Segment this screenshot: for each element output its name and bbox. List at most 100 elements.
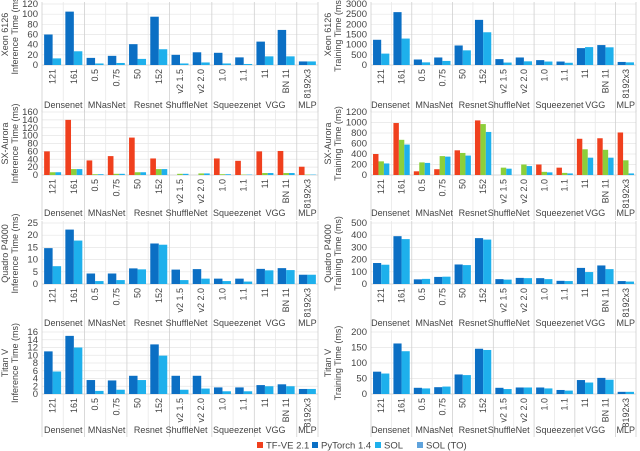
group-label: Squeezenet [213, 425, 262, 435]
bar-sol-to--2 [424, 162, 431, 175]
y-tick-label: 50 [356, 374, 367, 385]
group-label: Squeezenet [213, 100, 262, 110]
x-tick-label: 152 [154, 398, 164, 413]
bar-sol-6 [503, 279, 512, 284]
x-tick-label: v2 2.0 [196, 179, 206, 204]
group-label: Densenet [371, 100, 410, 110]
x-tick-label: 0.5 [90, 179, 100, 192]
x-tick-label: 50 [133, 179, 143, 189]
bar-pytorch-1-4-4 [454, 374, 463, 394]
x-tick-label: 11 [260, 288, 270, 297]
bar-sol-7 [523, 61, 533, 65]
bar-sol-11 [283, 173, 289, 175]
bar-pytorch-1-4-1 [393, 343, 402, 394]
bar-tf-ve-2-1-2 [86, 160, 93, 175]
bar-sol-2 [421, 62, 431, 65]
bar-pytorch-1-4-3 [434, 57, 443, 65]
y-tick-label: 100 [22, 9, 38, 20]
group-label: MLP [298, 425, 317, 435]
bar-sol-to--8 [225, 174, 231, 175]
group-label: VGG [266, 425, 286, 435]
legend: TF-VE 2.1 PyTorch 1.4 SOL SOL (TO) [257, 441, 467, 451]
y-axis-label: Inference Time (ms) [10, 323, 20, 403]
bar-sol-7 [198, 173, 205, 175]
x-tick-label: 1.0 [539, 398, 549, 411]
bar-sol-10 [264, 56, 274, 65]
x-tick-label: 8192x3 [621, 69, 631, 99]
bar-sol-4 [137, 269, 147, 284]
bar-pytorch-1-4-9 [556, 61, 565, 65]
group-label: ShuffleNet [488, 425, 530, 435]
bar-sol-1 [73, 51, 83, 65]
bar-sol-4 [137, 380, 147, 394]
bar-pytorch-1-4-1 [65, 11, 74, 65]
bar-pytorch-1-4-8 [536, 387, 545, 394]
bar-sol-to--3 [445, 156, 451, 175]
x-tick-label: BN 11 [281, 398, 291, 422]
x-tick-label: 11 [580, 288, 590, 297]
bar-pytorch-1-4-12 [617, 281, 626, 284]
bar-sol-2 [419, 162, 425, 175]
y-tick-label: 20 [27, 50, 38, 61]
group-label: MNasNet [415, 425, 453, 435]
bar-tf-ve-2-1-8 [213, 158, 220, 175]
bar-pytorch-1-4-12 [617, 61, 626, 65]
bar-tf-ve-2-1-5 [150, 158, 156, 175]
bar-sol-12 [625, 281, 634, 284]
x-tick-label: 121 [48, 179, 58, 194]
x-tick-label: 1.0 [539, 69, 549, 82]
x-tick-label: 0.75 [111, 288, 121, 306]
bar-sol-to--7 [526, 166, 533, 175]
y-tick-label: 100 [351, 267, 367, 278]
y-tick-label: 80 [27, 19, 38, 30]
bar-pytorch-1-4-1 [393, 236, 402, 284]
y-tick-label: 2500 [346, 9, 367, 20]
group-label: VGG [266, 208, 286, 218]
bar-sol-8 [544, 388, 553, 394]
bar-sol-3 [442, 60, 451, 65]
group-label: ShuffleNet [488, 100, 530, 110]
bar-sol-1 [401, 239, 410, 284]
bar-sol-5 [483, 32, 492, 65]
bar-tf-ve-2-1-9 [235, 160, 241, 175]
group-label: MLP [617, 318, 636, 328]
y-axis-label: SX-Aurora [323, 122, 333, 164]
x-tick-label: BN 11 [600, 179, 610, 203]
bar-sol-2 [95, 390, 104, 394]
y-tick-label: 1000 [346, 40, 367, 51]
group-label: VGG [585, 425, 605, 435]
bar-sol-to--1 [76, 169, 83, 175]
bar-sol-to--7 [204, 173, 210, 175]
x-tick-label: 121 [376, 398, 386, 413]
y-tick-label: 200 [351, 327, 367, 338]
bar-pytorch-1-4-10 [256, 41, 265, 65]
x-tick-label: 11 [260, 179, 270, 188]
bar-pytorch-1-4-8 [536, 60, 545, 65]
y-tick-label: 0 [362, 389, 367, 400]
bar-pytorch-1-4-0 [44, 34, 53, 65]
bar-tf-ve-2-1-3 [107, 156, 114, 175]
bar-sol-5 [480, 124, 486, 175]
y-tick-label: 150 [351, 343, 367, 354]
x-tick-label: 121 [48, 288, 58, 303]
legend-swatch [417, 442, 423, 448]
y-axis-label: Xeon 6126 [0, 13, 10, 57]
group-label: Squeezenet [535, 425, 584, 435]
legend-swatch [312, 442, 318, 448]
bar-tf-ve-2-1-3 [434, 169, 440, 175]
x-tick-label: 50 [458, 288, 468, 298]
bar-tf-ve-2-1-0 [44, 151, 50, 175]
bar-pytorch-1-4-8 [213, 387, 223, 394]
x-tick-label: 11 [260, 69, 270, 78]
bar-pytorch-1-4-12 [298, 61, 308, 65]
bar-pytorch-1-4-5 [150, 16, 159, 65]
x-tick-label: 121 [376, 179, 386, 194]
bar-pytorch-1-4-10 [256, 268, 265, 284]
group-label: ShuffleNet [166, 100, 208, 110]
bar-pytorch-1-4-3 [107, 55, 117, 65]
bar-sol-7 [201, 62, 210, 65]
y-tick-label: 12 [27, 343, 38, 354]
group-label: MNasNet [415, 208, 453, 218]
bar-sol-to--12 [628, 173, 634, 175]
x-tick-label: 1.1 [560, 179, 570, 192]
